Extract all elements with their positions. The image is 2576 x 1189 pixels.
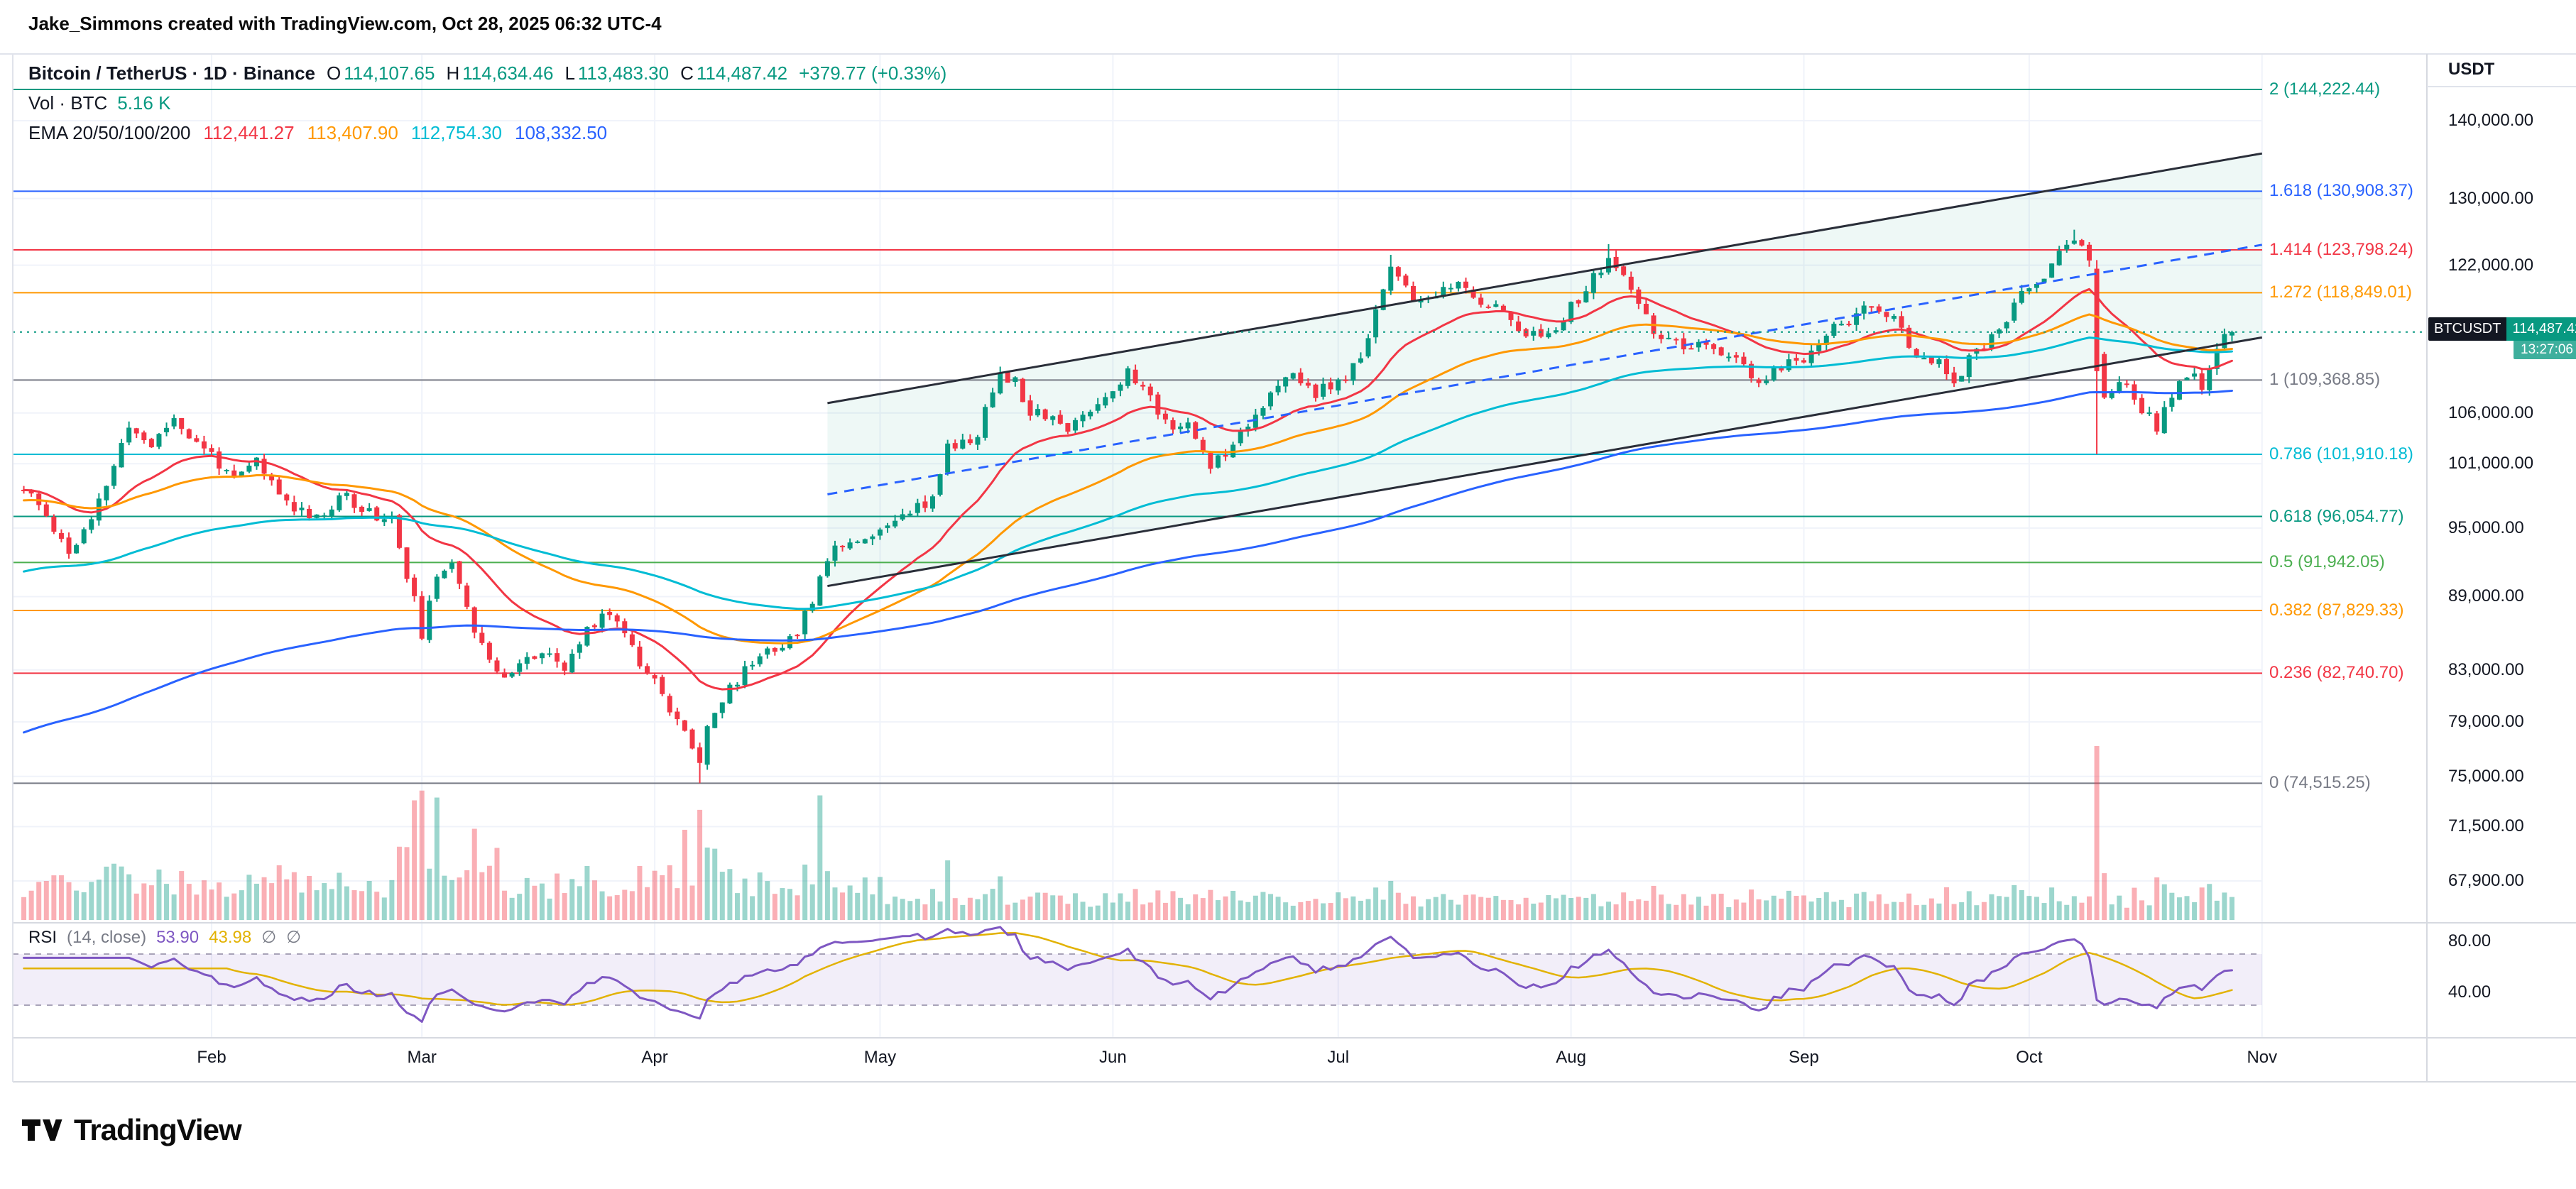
rsi-axis-tick: 80.00 (2448, 931, 2492, 950)
price-axis-tick: 71,500.00 (2448, 816, 2524, 836)
fib-level-label: 0.236 (82,740.70) (2269, 663, 2404, 683)
time-axis-month-label: Jul (1327, 1048, 1350, 1067)
price-axis-tick: 75,000.00 (2448, 766, 2524, 786)
price-axis-tick: 67,900.00 (2448, 870, 2524, 890)
badge-symbol: BTCUSDT (2428, 317, 2507, 341)
current-price-badge-row: BTCUSDT 114,487.42 (2428, 317, 2576, 341)
rsi-layer (13, 926, 2262, 1023)
open-label: O (327, 62, 342, 84)
time-axis-month-label: May (863, 1048, 897, 1067)
badge-countdown: 13:27:06 (2514, 340, 2576, 359)
close-label: C (680, 62, 694, 84)
rsi-empty-2: ∅ (286, 928, 301, 947)
time-axis[interactable]: Feb Mar Apr May Jun Jul Aug Sep Oct Nov (13, 1038, 2427, 1082)
price-axis-tick: 89,000.00 (2448, 586, 2524, 606)
price-axis-currency: USDT (2448, 60, 2495, 79)
tradingview-wordmark[interactable]: TradingView (74, 1113, 242, 1146)
price-axis-tick: 122,000.00 (2448, 255, 2534, 275)
volume-legend-row: Vol · BTC 5.16 K (28, 92, 170, 114)
ema-label[interactable]: EMA 20/50/100/200 (28, 122, 191, 143)
channel-fill-layer (827, 153, 2262, 586)
channel-lines-layer (827, 152, 2263, 588)
volume-value: 5.16 K (117, 92, 171, 114)
change-value: +379.77 (+0.33%) (799, 62, 947, 84)
rsi-title[interactable]: RSI (28, 927, 58, 947)
price-axis-tick: 106,000.00 (2448, 402, 2534, 422)
rsi-empty-1: ∅ (261, 928, 277, 947)
fib-level-label: 0 (74,515.25) (2269, 773, 2371, 793)
time-axis-month-label: Apr (641, 1048, 668, 1067)
volume-layer (21, 746, 2234, 920)
footer: TradingView (21, 1113, 242, 1147)
fib-level-label: 1 (109,368.85) (2269, 370, 2381, 390)
rsi-legend-row: RSI (14, close) 53.90 43.98 ∅ ∅ (28, 927, 311, 948)
price-axis-tick: 130,000.00 (2448, 188, 2534, 208)
time-axis-month-label: Sep (1789, 1048, 1819, 1067)
price-axis-tick: 79,000.00 (2448, 711, 2524, 731)
fib-level-label: 1.414 (123,798.24) (2269, 240, 2413, 260)
tradingview-logo-icon[interactable] (21, 1118, 62, 1142)
ema20-value: 112,441.27 (203, 122, 295, 143)
fib-level-label: 0.786 (101,910.18) (2269, 444, 2413, 464)
badge-price: 114,487.42 (2506, 317, 2576, 341)
ema-layer (23, 287, 2233, 734)
time-axis-month-label: Nov (2247, 1048, 2278, 1067)
price-axis-tick: 140,000.00 (2448, 111, 2534, 130)
price-axis-tick: 95,000.00 (2448, 517, 2524, 537)
open-value: 114,107.65 (344, 62, 435, 84)
symbol-title[interactable]: Bitcoin / TetherUS · 1D · Binance (28, 62, 316, 84)
fib-level-label: 0.618 (96,054.77) (2269, 506, 2404, 526)
ema50-value: 113,407.90 (307, 122, 398, 143)
rsi-axis-tick: 40.00 (2448, 982, 2492, 1002)
price-axis[interactable]: USDT BTCUSDT 114,487.42 13:27:06 140,000… (2428, 54, 2576, 1082)
price-axis-tick: 101,000.00 (2448, 454, 2534, 473)
rsi-params: (14, close) (67, 927, 147, 947)
fib-level-label: 0.5 (91,942.05) (2269, 552, 2385, 572)
rsi-value: 53.90 (156, 927, 200, 947)
time-axis-month-label: Aug (1556, 1048, 1586, 1067)
fib-level-label: 0.382 (87,829.33) (2269, 601, 2404, 620)
high-label: H (446, 62, 460, 84)
time-axis-month-label: Oct (2016, 1048, 2043, 1067)
close-value: 114,487.42 (696, 62, 788, 84)
rsi-ma-value: 43.98 (209, 927, 252, 947)
fib-level-label: 2 (144,222.44) (2269, 80, 2381, 99)
volume-label[interactable]: Vol · BTC (28, 92, 108, 114)
fib-level-label: 1.272 (118,849.01) (2269, 283, 2413, 302)
fib-level-label: 1.618 (130,908.37) (2269, 181, 2413, 201)
time-axis-month-label: Mar (407, 1048, 437, 1067)
price-axis-tick: 83,000.00 (2448, 659, 2524, 679)
time-axis-month-label: Feb (197, 1048, 227, 1067)
ema-legend-row: EMA 20/50/100/200 112,441.27 113,407.90 … (28, 122, 607, 144)
separators-layer (0, 53, 2576, 1083)
time-axis-month-label: Jun (1099, 1048, 1127, 1067)
attribution-text: Jake_Simmons created with TradingView.co… (28, 13, 662, 34)
low-label: L (564, 62, 575, 84)
low-value: 113,483.30 (577, 62, 670, 84)
ema200-value: 108,332.50 (515, 122, 608, 143)
high-value: 114,634.46 (462, 62, 554, 84)
symbol-legend-row: Bitcoin / TetherUS · 1D · Binance O 114,… (28, 62, 946, 84)
current-price-badge[interactable]: BTCUSDT 114,487.42 13:27:06 (2428, 317, 2576, 359)
ema100-value: 112,754.30 (410, 122, 503, 143)
